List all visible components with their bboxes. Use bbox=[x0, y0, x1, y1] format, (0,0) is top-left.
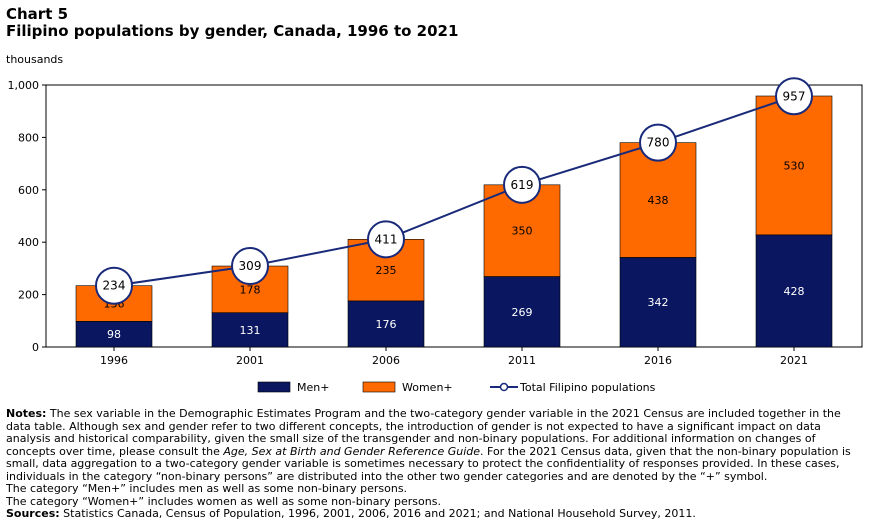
total-marker-2006 bbox=[367, 220, 405, 259]
total-population-line bbox=[113, 95, 795, 287]
x-tick-label-2011: 2011 bbox=[508, 354, 536, 367]
sources-text: Statistics Canada, Census of Population,… bbox=[59, 507, 696, 520]
notes-label: Notes: bbox=[6, 407, 47, 420]
x-tick-label-2021: 2021 bbox=[780, 354, 808, 367]
sources-line: Sources: Statistics Canada, Census of Po… bbox=[6, 507, 862, 521]
bar-label-women-2006: 235 bbox=[376, 264, 397, 277]
legend-total-label: Total Filipino populations bbox=[519, 381, 656, 394]
bar-label-men-1996: 98 bbox=[107, 328, 121, 341]
total-marker-2011 bbox=[503, 165, 541, 204]
x-tick-label-1996: 1996 bbox=[100, 354, 128, 367]
total-label-1996: 234 bbox=[103, 279, 126, 293]
bar-men-2016 bbox=[619, 257, 697, 348]
sources-label: Sources: bbox=[6, 507, 60, 520]
bar-label-men-2001: 131 bbox=[240, 324, 261, 337]
total-marker-1996 bbox=[95, 266, 133, 305]
bar-men-1996 bbox=[75, 321, 153, 348]
y-tick-label: 0 bbox=[32, 341, 39, 354]
y-tick-label: 600 bbox=[18, 184, 39, 197]
plot-frame bbox=[45, 84, 863, 348]
notes-paragraph: Notes: The sex variable in the Demograph… bbox=[6, 407, 862, 483]
bar-label-men-2011: 269 bbox=[512, 306, 533, 319]
legend-men-swatch bbox=[257, 381, 291, 393]
stacked-bar-chart: 02004006008001,0009813619961311782001176… bbox=[8, 77, 863, 394]
y-tick-label: 800 bbox=[18, 131, 39, 144]
legend-men-label: Men+ bbox=[297, 381, 329, 394]
y-axis-units: thousands bbox=[6, 53, 64, 66]
bar-label-women-2021: 530 bbox=[784, 159, 805, 172]
notes-text-2: . For the 2021 Census data, given that t… bbox=[6, 444, 851, 483]
x-tick-label-2016: 2016 bbox=[644, 354, 672, 367]
chart-number: Chart 5 bbox=[6, 5, 69, 23]
bar-men-2021 bbox=[755, 234, 833, 348]
notes-text-1: The sex variable in the Demographic Esti… bbox=[6, 407, 841, 458]
y-tick-label: 1,000 bbox=[8, 79, 40, 92]
men-category-note: The category “Men+” includes men as well… bbox=[6, 482, 408, 495]
notes-section: Notes: The sex variable in the Demograph… bbox=[6, 407, 862, 521]
bar-men-2011 bbox=[483, 276, 561, 348]
y-tick-label: 400 bbox=[18, 236, 39, 249]
bar-women-2016 bbox=[619, 142, 697, 258]
legend-women-swatch bbox=[362, 381, 396, 393]
x-tick-label-2001: 2001 bbox=[236, 354, 264, 367]
women-category-note: The category “Women+” includes women as … bbox=[6, 494, 441, 508]
x-tick-label-2006: 2006 bbox=[372, 354, 400, 367]
bar-label-men-2021: 428 bbox=[784, 285, 805, 298]
total-label-2006: 411 bbox=[375, 232, 398, 246]
bar-label-women-2016: 438 bbox=[648, 194, 669, 207]
legend-women-label: Women+ bbox=[402, 381, 453, 394]
reference-guide-title: Age, Sex at Birth and Gender Reference G… bbox=[223, 444, 481, 458]
total-marker-2016 bbox=[639, 123, 677, 162]
total-marker-2021 bbox=[775, 77, 813, 116]
total-label-2011: 619 bbox=[511, 178, 534, 192]
chart-title: Filipino populations by gender, Canada, … bbox=[6, 22, 459, 40]
total-label-2001: 309 bbox=[239, 259, 262, 273]
total-label-2016: 780 bbox=[647, 136, 670, 150]
y-tick-label: 200 bbox=[18, 289, 39, 302]
total-marker-2001 bbox=[231, 247, 269, 286]
bar-label-women-2011: 350 bbox=[512, 225, 533, 238]
bar-label-women-2001: 178 bbox=[240, 283, 261, 296]
bar-label-men-2006: 176 bbox=[376, 318, 397, 331]
bar-label-men-2016: 342 bbox=[648, 296, 669, 309]
legend-total-marker bbox=[499, 382, 509, 392]
bar-women-2021 bbox=[755, 95, 833, 236]
total-label-2021: 957 bbox=[783, 89, 806, 103]
bar-men-2006 bbox=[347, 300, 425, 348]
